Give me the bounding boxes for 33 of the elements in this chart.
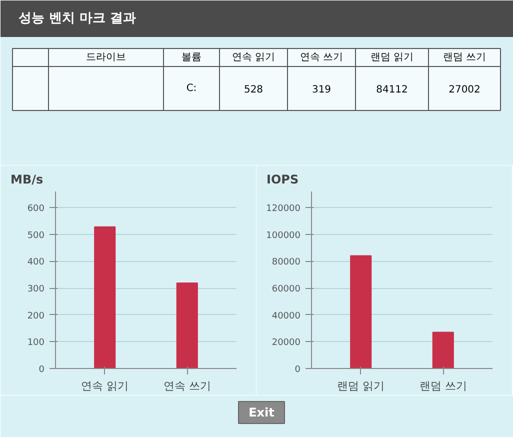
y-tick-label: 120000 (266, 204, 301, 214)
y-tick-label: 80000 (272, 258, 301, 268)
x-tick-label: 랜덤 읽기 (337, 380, 385, 392)
y-axis-title: IOPS (266, 172, 299, 186)
y-tick-label: 600 (27, 204, 45, 214)
y-tick-label: 100 (27, 338, 45, 348)
y-tick-label: 60000 (272, 284, 301, 295)
text: 랜덤 쓰기 (442, 52, 486, 63)
y-tick-label: 0 (294, 365, 301, 375)
text: 84112 (376, 84, 408, 96)
y-tick-label: 300 (27, 284, 45, 295)
y-tick-label: 20000 (272, 338, 301, 348)
text: 랜덤 읽기 (370, 52, 414, 63)
y-axis-title: MB/s (10, 172, 44, 186)
y-tick-label: 0 (38, 365, 45, 375)
x-tick-label: 랜덤 쓰기 (419, 380, 467, 392)
y-tick-label: 400 (27, 258, 45, 268)
text: C: (186, 83, 197, 94)
y-tick-label: 40000 (272, 311, 301, 322)
text: 연속 읽기 (232, 52, 276, 63)
x-tick-label: 연속 쓰기 (163, 380, 211, 392)
text: 연속 쓰기 (300, 52, 344, 63)
text: 드라이브 (86, 52, 126, 63)
text: 성능 벤치 마크 결과 (18, 11, 136, 26)
text: 볼륨 (182, 52, 202, 63)
y-tick-label: 100000 (266, 230, 301, 241)
y-tick-label: 500 (27, 230, 45, 241)
text: 528 (244, 84, 264, 96)
text: Exit (248, 406, 275, 420)
text: 319 (312, 84, 332, 96)
x-tick-label: 연속 읽기 (81, 380, 129, 392)
y-tick-label: 200 (27, 311, 45, 322)
text: 27002 (448, 84, 480, 96)
